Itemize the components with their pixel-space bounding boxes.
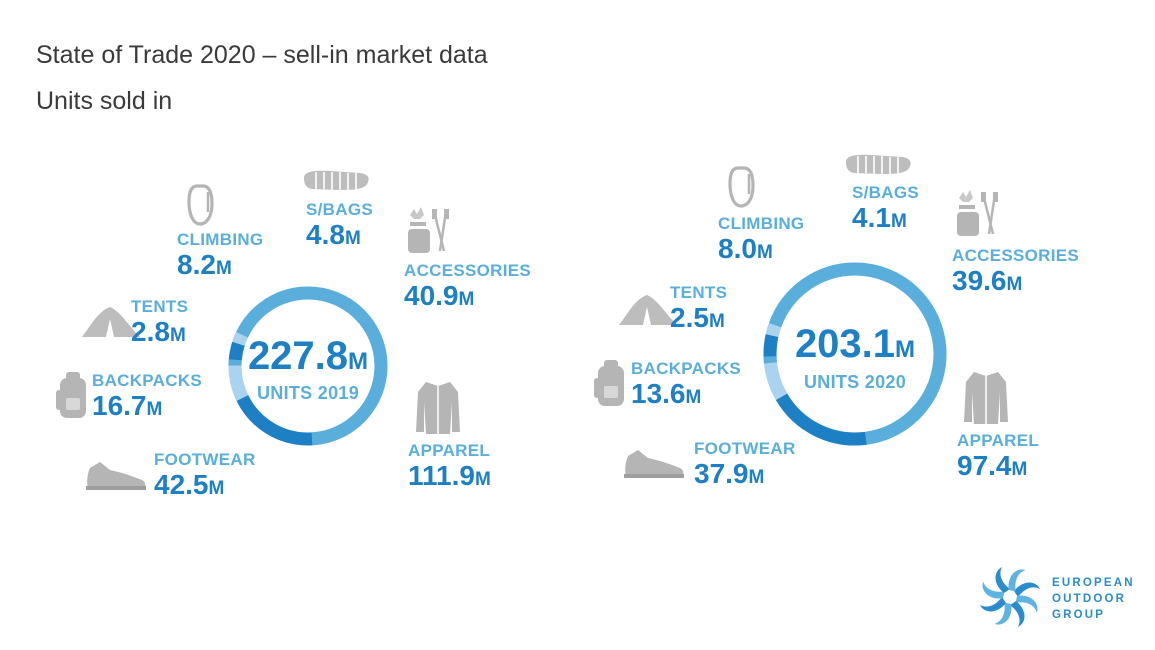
data-label: 37.9M (694, 458, 765, 489)
donut-chart-2019 (228, 286, 388, 446)
category-label: CLIMBING (718, 214, 805, 233)
data-label: 97.4M (957, 450, 1028, 481)
data-label: 13.6M (631, 378, 702, 409)
donut-slice-backpacks (764, 362, 788, 400)
data-label: 4.8M (306, 219, 361, 250)
shoe-icon (624, 450, 684, 478)
data-label: 39.6M (952, 265, 1023, 296)
donut-chart-2020 (763, 262, 947, 446)
title-line-2: Units sold in (36, 87, 173, 115)
label-accessories-2020: ACCESSORIES 39.6M (952, 246, 1079, 300)
jacket-icon (964, 372, 1008, 424)
label-apparel-2019: APPAREL 111.9M (408, 441, 491, 495)
logo-petal (994, 602, 1012, 625)
category-label: FOOTWEAR (694, 439, 796, 458)
donut-slice-apparel (854, 262, 947, 445)
backpack-icon (56, 372, 86, 418)
logo-petal (982, 581, 1005, 599)
donut-slice-climbing (228, 341, 245, 361)
data-label: 2.5M (670, 302, 725, 333)
category-label: ACCESSORIES (952, 246, 1080, 265)
center-label-2019: UNITS 2019 (256, 383, 360, 403)
jacket-icon (416, 382, 460, 434)
donut-slice-sbags (765, 322, 782, 338)
label-climbing-2020: CLIMBING 8.0M (718, 214, 804, 268)
category-label: BACKPACKS (631, 359, 742, 378)
label-tents-2019: TENTS 2.8M (131, 297, 188, 351)
sleeping-bag-icon (846, 154, 911, 174)
label-footwear-2020: FOOTWEAR 37.9M (694, 439, 796, 493)
category-label: FOOTWEAR (154, 450, 256, 469)
data-label: 111.9M (408, 460, 491, 491)
logo-petal (1008, 569, 1026, 592)
data-label: 42.5M (154, 469, 225, 500)
logo-line-1: EUROPEAN (1052, 577, 1135, 589)
label-apparel-2020: APPAREL 97.4M (957, 431, 1039, 485)
center-label-2020: UNITS 2020 (803, 372, 907, 392)
label-backpacks-2019: BACKPACKS 16.7M (92, 371, 202, 425)
label-footwear-2019: FOOTWEAR 42.5M (154, 450, 256, 504)
label-accessories-2019: ACCESSORIES 40.9M (404, 261, 531, 315)
donut-slice-accessories (768, 262, 856, 328)
data-label: 8.2M (177, 249, 232, 280)
donut-slice-sbags (232, 331, 248, 346)
tent-icon (82, 307, 140, 337)
center-total-2020: 203.1M (794, 322, 916, 366)
logo-text: EUROPEAN OUTDOOR GROUP (1052, 575, 1135, 623)
stove-and-poles-icon (957, 190, 998, 236)
category-label: ACCESSORIES (404, 261, 532, 280)
category-label: APPAREL (957, 431, 1040, 450)
logo-petal (1010, 601, 1025, 627)
category-label: S/BAGS (306, 200, 373, 219)
logo-petal (995, 567, 1010, 593)
logo-petal (980, 597, 1006, 612)
donut-slice-climbing (763, 334, 779, 357)
donut-slice-footwear (775, 393, 867, 446)
title-line-1: State of Trade 2020 – sell-in market dat… (36, 41, 488, 69)
center-total-2019: 227.8M (247, 334, 369, 378)
donut-slice-accessories (236, 286, 309, 338)
shoe-icon (86, 462, 146, 490)
carabiner-icon (187, 184, 214, 226)
tent-icon (619, 295, 677, 325)
donut-slice-apparel (307, 286, 388, 446)
label-backpacks-2020: BACKPACKS 13.6M (631, 359, 741, 413)
category-label: APPAREL (408, 441, 491, 460)
page-title: State of Trade 2020 – sell-in market dat… (36, 30, 488, 122)
logo-swirl-icon (980, 567, 1040, 627)
data-label: 16.7M (92, 390, 163, 421)
logo-petal (1015, 595, 1038, 613)
label-sbags-2019: S/BAGS 4.8M (306, 200, 373, 254)
data-label: 8.0M (718, 233, 773, 264)
sleeping-bag-icon (304, 170, 369, 190)
european-outdoor-group-logo (980, 567, 1040, 627)
logo-line-2: OUTDOOR (1052, 593, 1127, 605)
stove-and-poles-icon (408, 207, 449, 253)
label-tents-2020: TENTS 2.5M (670, 283, 727, 337)
label-climbing-2019: CLIMBING 8.2M (177, 230, 263, 284)
donut-slice-backpacks (228, 365, 249, 401)
category-label: CLIMBING (177, 230, 264, 249)
category-label: TENTS (670, 283, 728, 302)
category-label: TENTS (131, 297, 189, 316)
backpack-icon (594, 360, 624, 406)
label-sbags-2020: S/BAGS 4.1M (852, 183, 919, 237)
donut-slice-footwear (236, 394, 313, 446)
data-label: 40.9M (404, 280, 475, 311)
logo-petal (1014, 582, 1040, 597)
data-label: 4.1M (852, 202, 907, 233)
category-label: S/BAGS (852, 183, 919, 202)
data-label: 2.8M (131, 316, 186, 347)
category-label: BACKPACKS (92, 371, 203, 390)
carabiner-icon (728, 166, 755, 208)
logo-line-3: GROUP (1052, 609, 1106, 621)
